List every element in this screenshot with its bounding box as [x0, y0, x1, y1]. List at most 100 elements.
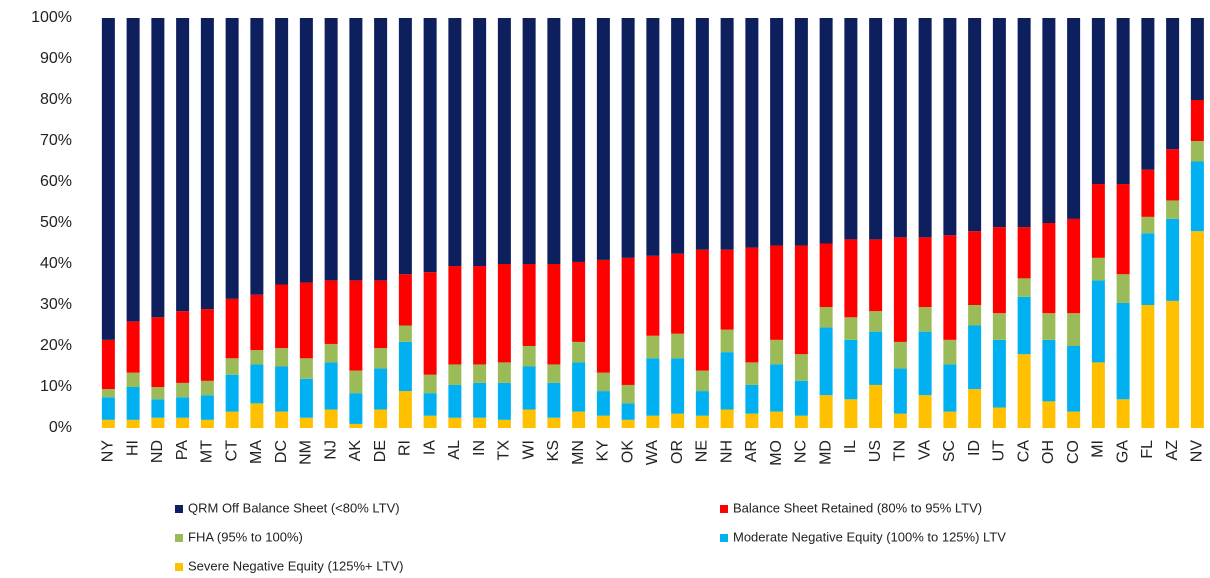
bar-segment — [695, 18, 709, 250]
bar-segment — [101, 389, 115, 398]
bar-segment — [819, 307, 833, 328]
bar-segment — [918, 307, 932, 332]
bar-segment — [126, 18, 140, 322]
bar-segment — [324, 18, 338, 281]
bar-segment — [176, 382, 190, 398]
bar-segment — [497, 382, 511, 420]
bar-segment — [671, 358, 685, 414]
bar-segment — [844, 239, 858, 318]
bar-segment — [126, 387, 140, 420]
bar-segment — [794, 245, 808, 355]
bar-segment — [720, 409, 734, 428]
bar-segment — [299, 378, 313, 418]
bar-segment — [968, 231, 982, 305]
x-tick-label: US — [867, 440, 884, 462]
bar-segment — [497, 264, 511, 363]
bar-segment — [968, 389, 982, 428]
bar-segment — [869, 384, 883, 428]
bar-segment — [819, 18, 833, 244]
bar-segment — [572, 261, 586, 342]
x-tick-label: MO — [768, 440, 785, 466]
bar-segment — [151, 18, 165, 318]
y-tick-label: 50% — [40, 214, 72, 231]
bar-segment — [770, 339, 784, 365]
bar-segment — [151, 417, 165, 428]
x-tick-label: IL — [842, 440, 859, 453]
bar-segment — [869, 331, 883, 385]
bar-segment — [374, 348, 388, 369]
bar-segment — [869, 239, 883, 312]
bar-segment — [1166, 300, 1180, 428]
bar-segment — [423, 272, 437, 375]
bar-segment — [893, 413, 907, 428]
bar-segment — [1166, 218, 1180, 301]
y-tick-label: 90% — [40, 50, 72, 67]
bar-segment — [745, 384, 759, 414]
x-tick-label: ID — [966, 440, 983, 456]
legend-swatch — [720, 534, 728, 542]
bar-segment — [794, 415, 808, 428]
bar-segment — [770, 364, 784, 412]
bar-segment — [473, 266, 487, 365]
bar-segment — [1091, 362, 1105, 428]
bar-segment — [794, 354, 808, 381]
bar-segment — [596, 259, 610, 373]
x-tick-label: WA — [644, 440, 661, 466]
bar-segment — [1166, 200, 1180, 219]
bar-segment — [1116, 302, 1130, 400]
x-tick-label: TX — [496, 440, 513, 461]
x-tick-label: IA — [421, 440, 438, 455]
bar-segment — [1091, 184, 1105, 258]
x-tick-label: MI — [1090, 440, 1107, 458]
legend-swatch — [175, 534, 183, 542]
bar-segment — [374, 368, 388, 410]
bar-segment — [968, 18, 982, 232]
bar-segment — [992, 18, 1006, 228]
bar-segment — [621, 384, 635, 404]
x-tick-label: TN — [892, 440, 909, 461]
bar-segment — [448, 364, 462, 385]
x-tick-label: FL — [1139, 440, 1156, 459]
bar-segment — [844, 339, 858, 400]
bar-segment — [918, 237, 932, 308]
bar-segment — [671, 18, 685, 254]
bar-segment — [176, 311, 190, 383]
x-tick-label: RI — [397, 440, 414, 456]
bar-segment — [398, 341, 412, 392]
bar-segment — [324, 362, 338, 410]
bar-segment — [200, 419, 214, 428]
bar-segment — [1116, 18, 1130, 185]
bar-segment — [646, 415, 660, 428]
x-tick-label: AR — [743, 440, 760, 462]
bar-segment — [943, 339, 957, 365]
bar-segment — [547, 382, 561, 418]
x-tick-label: NC — [793, 440, 810, 463]
bar-segment — [844, 18, 858, 240]
x-tick-label: MT — [199, 440, 216, 463]
y-tick-label: 30% — [40, 296, 72, 313]
bar-segment — [101, 339, 115, 390]
bar-segment — [1017, 18, 1031, 228]
bar-segment — [547, 264, 561, 365]
bar-segment — [473, 382, 487, 418]
bar-segment — [671, 333, 685, 359]
bar-segment — [200, 395, 214, 420]
y-tick-label: 70% — [40, 132, 72, 149]
bar-segment — [1141, 18, 1155, 170]
bar-segment — [1190, 161, 1204, 232]
bar-segment — [1190, 18, 1204, 100]
bar-segment — [646, 358, 660, 416]
bar-segment — [225, 358, 239, 375]
bar-segment — [250, 18, 264, 295]
bar-segment — [101, 18, 115, 340]
legend-label: Severe Negative Equity (125%+ LTV) — [188, 558, 403, 573]
bar-segment — [596, 415, 610, 428]
bar-segment — [968, 325, 982, 390]
bar-segment — [423, 415, 437, 428]
bar-segment — [473, 18, 487, 267]
bar-segment — [621, 403, 635, 420]
bar-segment — [299, 417, 313, 428]
x-tick-label: PA — [174, 440, 191, 460]
bar-segment — [893, 237, 907, 342]
bar-segment — [745, 413, 759, 428]
